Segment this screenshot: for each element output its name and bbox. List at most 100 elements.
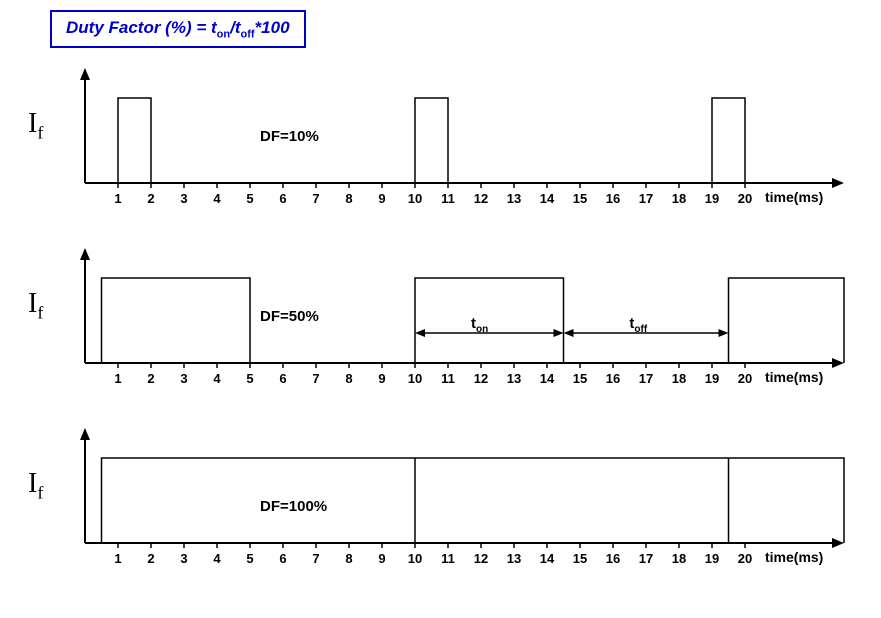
plot-area: 1234567891011121314151617181920time(ms)D… — [70, 63, 870, 228]
x-tick-label: 13 — [507, 371, 521, 386]
chart-df100: If1234567891011121314151617181920time(ms… — [20, 418, 861, 588]
x-tick-label: 9 — [378, 371, 385, 386]
x-tick-label: 8 — [345, 191, 352, 206]
x-axis-label: time(ms) — [765, 549, 823, 565]
x-tick-label: 6 — [279, 191, 286, 206]
annotation-arrow-left — [415, 329, 425, 337]
x-tick-label: 15 — [573, 371, 587, 386]
annotation-label: toff — [629, 315, 647, 335]
x-tick-label: 1 — [114, 371, 121, 386]
annotation-arrow-left — [564, 329, 574, 337]
x-tick-label: 18 — [672, 371, 686, 386]
chart-df50: If1234567891011121314151617181920time(ms… — [20, 238, 861, 408]
x-tick-label: 10 — [408, 191, 422, 206]
formula-text: Duty Factor (%) = ton/toff*100 — [66, 18, 290, 37]
chart-svg — [70, 63, 870, 208]
x-tick-label: 19 — [705, 371, 719, 386]
chart-svg — [70, 423, 870, 568]
x-tick-label: 14 — [540, 191, 554, 206]
x-tick-label: 4 — [213, 371, 220, 386]
x-tick-label: 17 — [639, 551, 653, 566]
x-tick-label: 5 — [246, 371, 253, 386]
pulse — [712, 98, 745, 183]
annotation-arrow-right — [719, 329, 729, 337]
x-tick-label: 18 — [672, 191, 686, 206]
formula-box: Duty Factor (%) = ton/toff*100 — [50, 10, 306, 48]
pulse — [729, 278, 845, 363]
x-tick-label: 1 — [114, 551, 121, 566]
y-axis-arrow — [80, 68, 90, 80]
x-tick-label: 9 — [378, 191, 385, 206]
charts-container: If1234567891011121314151617181920time(ms… — [20, 58, 861, 588]
x-tick-label: 17 — [639, 371, 653, 386]
chart-df10: If1234567891011121314151617181920time(ms… — [20, 58, 861, 228]
x-tick-label: 18 — [672, 551, 686, 566]
x-tick-label: 5 — [246, 191, 253, 206]
x-tick-label: 16 — [606, 551, 620, 566]
x-axis-label: time(ms) — [765, 189, 823, 205]
x-tick-label: 3 — [180, 371, 187, 386]
x-tick-label: 9 — [378, 551, 385, 566]
x-axis-label: time(ms) — [765, 369, 823, 385]
x-tick-label: 14 — [540, 551, 554, 566]
pulse — [415, 278, 564, 363]
x-axis-arrow — [832, 178, 844, 188]
x-tick-label: 11 — [441, 371, 455, 386]
duty-factor-label: DF=50% — [260, 308, 319, 325]
x-tick-label: 2 — [147, 371, 154, 386]
x-tick-label: 3 — [180, 191, 187, 206]
y-axis-arrow — [80, 428, 90, 440]
duty-factor-label: DF=100% — [260, 498, 327, 515]
x-tick-label: 12 — [474, 551, 488, 566]
duty-factor-label: DF=10% — [260, 128, 319, 145]
y-axis-arrow — [80, 248, 90, 260]
x-tick-label: 13 — [507, 551, 521, 566]
x-tick-label: 17 — [639, 191, 653, 206]
x-tick-label: 15 — [573, 551, 587, 566]
x-tick-label: 3 — [180, 551, 187, 566]
x-tick-label: 2 — [147, 551, 154, 566]
chart-svg — [70, 243, 870, 388]
pulse — [102, 278, 251, 363]
x-tick-label: 5 — [246, 551, 253, 566]
x-tick-label: 11 — [441, 191, 455, 206]
x-tick-label: 4 — [213, 551, 220, 566]
plot-area: 1234567891011121314151617181920time(ms)D… — [70, 423, 870, 588]
x-tick-label: 16 — [606, 191, 620, 206]
x-tick-label: 1 — [114, 191, 121, 206]
x-tick-label: 20 — [738, 551, 752, 566]
x-tick-label: 7 — [312, 551, 319, 566]
x-tick-label: 8 — [345, 371, 352, 386]
x-tick-label: 12 — [474, 191, 488, 206]
pulse — [415, 98, 448, 183]
x-axis-arrow — [832, 358, 844, 368]
y-axis-label: If — [28, 108, 43, 144]
x-tick-label: 13 — [507, 191, 521, 206]
x-tick-label: 7 — [312, 191, 319, 206]
x-tick-label: 15 — [573, 191, 587, 206]
x-tick-label: 16 — [606, 371, 620, 386]
x-tick-label: 11 — [441, 551, 455, 566]
x-tick-label: 10 — [408, 371, 422, 386]
x-tick-label: 20 — [738, 371, 752, 386]
x-axis-arrow — [832, 538, 844, 548]
x-tick-label: 14 — [540, 371, 554, 386]
y-axis-label: If — [28, 288, 43, 324]
x-tick-label: 8 — [345, 551, 352, 566]
x-tick-label: 6 — [279, 551, 286, 566]
x-tick-label: 19 — [705, 191, 719, 206]
plot-area: 1234567891011121314151617181920time(ms)D… — [70, 243, 870, 408]
pulse — [102, 458, 845, 543]
annotation-label: ton — [471, 315, 488, 335]
x-tick-label: 4 — [213, 191, 220, 206]
annotation-arrow-right — [554, 329, 564, 337]
x-tick-label: 19 — [705, 551, 719, 566]
x-tick-label: 6 — [279, 371, 286, 386]
x-tick-label: 10 — [408, 551, 422, 566]
y-axis-label: If — [28, 468, 43, 504]
x-tick-label: 2 — [147, 191, 154, 206]
pulse — [118, 98, 151, 183]
x-tick-label: 20 — [738, 191, 752, 206]
x-tick-label: 7 — [312, 371, 319, 386]
x-tick-label: 12 — [474, 371, 488, 386]
